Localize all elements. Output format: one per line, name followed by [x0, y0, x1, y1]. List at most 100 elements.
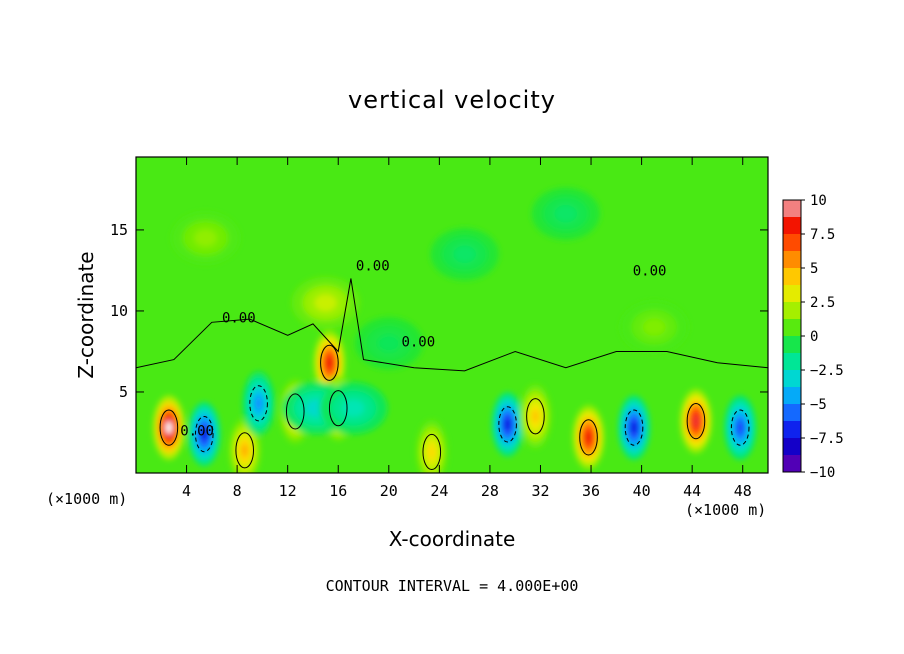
velocity-cell — [679, 389, 712, 454]
velocity-cell-ring — [504, 417, 511, 431]
velocity-cell-ring — [201, 427, 208, 441]
velocity-contour — [526, 398, 545, 435]
colorbar-swatch — [783, 438, 801, 456]
colorbar-swatch — [783, 234, 801, 252]
contour-label: 0.00 — [356, 258, 390, 274]
velocity-cell — [572, 405, 605, 470]
velocity-cell — [415, 419, 448, 473]
colorbar-swatch — [783, 387, 801, 405]
contour-label: 0.00 — [222, 310, 256, 326]
contour-label: 0.00 — [180, 424, 214, 440]
colorbar-swatch — [783, 319, 801, 337]
y-tick-label: 10 — [110, 302, 128, 320]
velocity-cell — [491, 392, 524, 457]
velocity-contour — [159, 409, 179, 446]
velocity-cell-ring — [642, 318, 666, 336]
velocity-cell-ring — [585, 430, 592, 444]
colorbar-swatch — [783, 421, 801, 439]
colorbar-swatch — [783, 404, 801, 422]
x-tick-label: 36 — [582, 482, 600, 500]
velocity-cell — [519, 384, 552, 449]
velocity-cell-ring — [377, 334, 401, 353]
colorbar-swatch — [783, 217, 801, 235]
x-unit-label-right: (×1000 m) — [685, 501, 767, 519]
velocity-contour — [320, 344, 339, 381]
contour-label: 0.00 — [633, 263, 667, 279]
colorbar-tick-label: 5 — [810, 261, 818, 277]
x-tick-label: 4 — [182, 482, 191, 500]
velocity-cell-ring — [736, 421, 744, 435]
velocity-cell-ring — [428, 445, 435, 459]
velocity-cell-ring — [194, 229, 217, 247]
x-tick-label: 32 — [531, 482, 549, 500]
colorbar: 10 7.5 5 2.5 0 −2.5 −5 −7.5 −10 — [782, 193, 844, 481]
x-unit-label-left: (×1000 m) — [46, 490, 128, 508]
velocity-cell-ring — [692, 414, 700, 428]
colorbar-tick-label: 7.5 — [810, 227, 835, 243]
velocity-contour — [249, 385, 268, 422]
velocity-cell — [430, 228, 499, 281]
velocity-contour — [624, 409, 644, 446]
contour-label: 0.00 — [401, 335, 435, 351]
velocity-contour — [730, 409, 750, 446]
velocity-cell — [724, 395, 757, 460]
velocity-cell — [171, 212, 240, 265]
y-tick-label: 5 — [119, 383, 128, 401]
velocity-cell — [620, 301, 689, 354]
velocity-cell-ring — [314, 294, 337, 312]
colorbar-tick-label: −5 — [810, 397, 827, 413]
x-tick-label: 40 — [633, 482, 651, 500]
velocity-contour — [686, 403, 706, 440]
x-tick-label: 8 — [233, 482, 242, 500]
velocity-cell-ring — [532, 409, 539, 423]
x-tick-label: 28 — [481, 482, 499, 500]
x-tick-label: 44 — [683, 482, 701, 500]
velocity-cell — [291, 276, 360, 329]
velocity-cell — [319, 382, 388, 435]
x-tick-label: 16 — [329, 482, 347, 500]
colorbar-tick-label: −2.5 — [810, 363, 844, 379]
x-tick-label: 24 — [430, 482, 448, 500]
velocity-cell-ring — [630, 421, 638, 435]
contour-lines — [136, 278, 768, 471]
x-axis: 4 8 12 16 20 24 28 32 36 40 44 48 — [182, 157, 752, 500]
velocity-contour — [422, 433, 442, 471]
y-tick-label: 15 — [110, 221, 128, 239]
velocity-cell-ring — [255, 396, 262, 410]
velocity-cell-ring — [241, 443, 248, 457]
x-tick-label: 48 — [734, 482, 752, 500]
contour-interval-note: CONTOUR INTERVAL = 4.000E+00 — [325, 577, 579, 595]
heatmap-field — [136, 157, 768, 473]
velocity-contour — [498, 406, 517, 443]
velocity-cell — [242, 371, 275, 436]
velocity-contour — [328, 390, 348, 427]
colorbar-tick-label: 10 — [810, 193, 827, 209]
plot-frame — [135, 156, 769, 474]
colorbar-swatch — [783, 302, 801, 320]
velocity-cell-ring — [453, 245, 476, 263]
colorbar-swatch — [783, 353, 801, 371]
velocity-contour — [285, 393, 305, 430]
x-tick-label: 12 — [279, 482, 297, 500]
colorbar-swatch — [783, 268, 801, 286]
x-axis-label: X-coordinate — [388, 527, 516, 551]
colorbar-swatch — [783, 370, 801, 388]
colorbar-swatch — [783, 455, 801, 473]
y-axis: 5 10 15 — [110, 221, 768, 401]
velocity-cell-ring — [554, 205, 578, 223]
velocity-cell-ring — [342, 399, 365, 417]
velocity-contour — [235, 432, 255, 469]
velocity-cell-ring — [326, 356, 333, 370]
chart-title: vertical velocity — [348, 86, 556, 114]
velocity-cell — [354, 317, 423, 370]
colorbar-swatch — [783, 251, 801, 269]
velocity-cell — [618, 395, 651, 460]
colorbar-tick-label: −7.5 — [810, 431, 844, 447]
colorbar-tick-label: −10 — [810, 465, 835, 481]
velocity-cell — [531, 187, 600, 240]
x-tick-label: 20 — [380, 482, 398, 500]
colorbar-tick-label: 0 — [810, 329, 818, 345]
colorbar-tick-label: 2.5 — [810, 295, 835, 311]
